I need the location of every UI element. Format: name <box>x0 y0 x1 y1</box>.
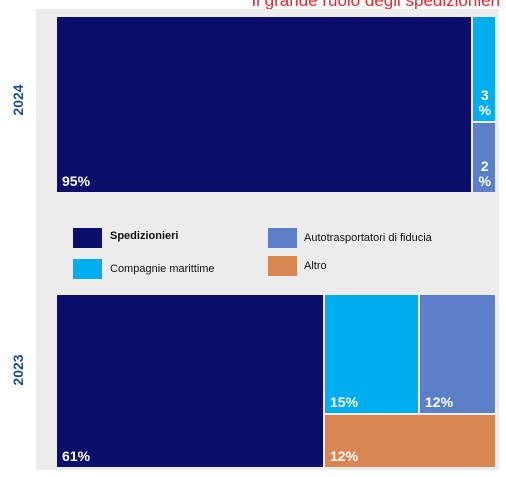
year-label-2023: 2023 <box>10 354 26 386</box>
legend-swatch-autotrasportatori <box>268 228 297 248</box>
tile-2024-autotrasportatori: 2 % <box>473 123 495 192</box>
legend-swatch-spedizionieri <box>73 228 102 248</box>
legend-label-altro: Altro <box>304 260 327 272</box>
tile-2024-spedizionieri-label: 95% <box>62 173 91 189</box>
tile-2023-altro-label: 12% <box>330 448 359 464</box>
legend-label-spedizionieri: Spedizionieri <box>110 230 179 242</box>
treemap-2024: 95% 3 % 2 % <box>57 17 495 192</box>
tile-2024-compagnie-label: 3 % <box>478 87 491 118</box>
year-label-2024: 2024 <box>10 84 26 116</box>
tile-2023-compagnie: 15% <box>325 295 418 413</box>
tile-2024-autotrasportatori-label: 2 % <box>478 158 491 189</box>
tile-2023-spedizionieri: 61% <box>57 295 323 467</box>
tile-2024-compagnie: 3 % <box>473 17 495 121</box>
legend-label-compagnie: Compagnie marittime <box>110 263 215 275</box>
tile-2023-compagnie-label: 15% <box>330 394 359 410</box>
tile-2024-spedizionieri: 95% <box>57 17 471 192</box>
chart-title: Il grande ruolo degli spedizionieri <box>251 0 500 10</box>
chart-panel: 95% 3 % 2 % Spedizionieri Compagnie maritti… <box>36 9 499 470</box>
legend: Spedizionieri Compagnie marittime Autotras… <box>36 214 499 289</box>
tile-2023-spedizionieri-label: 61% <box>62 448 91 464</box>
tile-2023-altro: 12% <box>325 415 495 467</box>
treemap-2023: 61% 15% 12% 12% <box>57 295 495 467</box>
legend-swatch-compagnie <box>73 259 102 279</box>
legend-swatch-altro <box>268 256 297 276</box>
tile-2023-autotrasportatori: 12% <box>420 295 495 413</box>
tile-2023-autotrasportatori-label: 12% <box>425 394 454 410</box>
legend-label-autotrasportatori: Autotrasportatori di fiducia <box>304 232 432 244</box>
